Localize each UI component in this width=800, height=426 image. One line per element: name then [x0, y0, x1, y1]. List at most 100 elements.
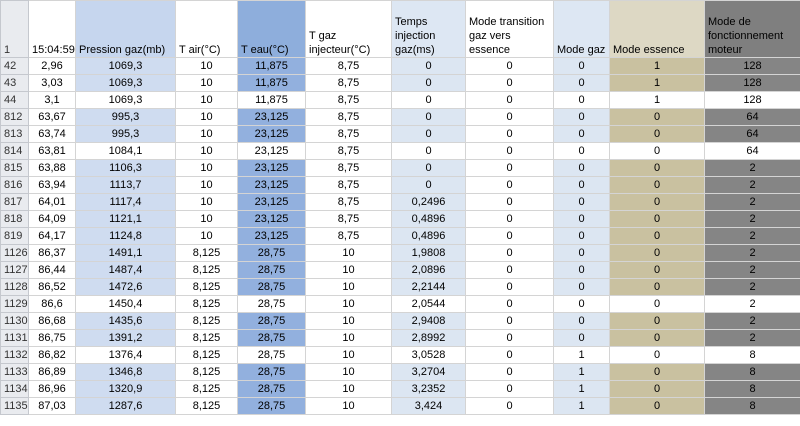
cell-modegaz[interactable]: 0 [553, 329, 610, 347]
cell-modeessence[interactable]: 0 [609, 380, 705, 398]
cell-modegaz[interactable]: 1 [553, 363, 610, 381]
cell-pression[interactable]: 1487,4 [75, 261, 176, 279]
cell-tgaz[interactable]: 8,75 [305, 57, 392, 75]
cell-tair[interactable]: 8,125 [175, 295, 238, 313]
cell-teau[interactable]: 11,875 [237, 74, 306, 92]
cell-transition[interactable]: 0 [465, 346, 554, 364]
column-header-modeessence[interactable]: Mode essence [609, 0, 705, 58]
row-header[interactable]: 43 [0, 74, 29, 92]
cell-temps[interactable]: 0,4896 [391, 227, 466, 245]
cell-modegaz[interactable]: 0 [553, 244, 610, 262]
cell-tgaz[interactable]: 10 [305, 312, 392, 330]
column-header-time[interactable]: 15:04:59 [28, 0, 76, 58]
cell-temps[interactable]: 0,2496 [391, 193, 466, 211]
cell-modeessence[interactable]: 1 [609, 57, 705, 75]
row-header[interactable]: 1135 [0, 397, 29, 415]
cell-time[interactable]: 86,68 [28, 312, 76, 330]
row-header[interactable]: 1130 [0, 312, 29, 330]
column-header-temps[interactable]: Temps injection gaz(ms) [391, 0, 466, 58]
row-header[interactable]: 44 [0, 91, 29, 109]
column-header-modegaz[interactable]: Mode gaz [553, 0, 610, 58]
row-header[interactable]: 817 [0, 193, 29, 211]
cell-transition[interactable]: 0 [465, 244, 554, 262]
row-header[interactable]: 1 [0, 0, 29, 58]
cell-fonctionnement[interactable]: 128 [704, 74, 800, 92]
cell-temps[interactable]: 0,4896 [391, 210, 466, 228]
cell-tgaz[interactable]: 8,75 [305, 108, 392, 126]
cell-fonctionnement[interactable]: 2 [704, 210, 800, 228]
cell-teau[interactable]: 23,125 [237, 210, 306, 228]
cell-modegaz[interactable]: 0 [553, 159, 610, 177]
row-header[interactable]: 818 [0, 210, 29, 228]
cell-fonctionnement[interactable]: 2 [704, 176, 800, 194]
cell-transition[interactable]: 0 [465, 210, 554, 228]
cell-tair[interactable]: 8,125 [175, 380, 238, 398]
cell-teau[interactable]: 28,75 [237, 329, 306, 347]
column-header-tair[interactable]: T air(°C) [175, 0, 238, 58]
cell-temps[interactable]: 0 [391, 91, 466, 109]
cell-fonctionnement[interactable]: 8 [704, 363, 800, 381]
cell-modegaz[interactable]: 0 [553, 312, 610, 330]
cell-fonctionnement[interactable]: 2 [704, 295, 800, 313]
cell-tair[interactable]: 8,125 [175, 244, 238, 262]
cell-pression[interactable]: 995,3 [75, 125, 176, 143]
cell-modeessence[interactable]: 0 [609, 193, 705, 211]
cell-tair[interactable]: 10 [175, 57, 238, 75]
cell-pression[interactable]: 1084,1 [75, 142, 176, 160]
cell-modegaz[interactable]: 0 [553, 176, 610, 194]
cell-time[interactable]: 86,82 [28, 346, 76, 364]
cell-tgaz[interactable]: 10 [305, 363, 392, 381]
cell-time[interactable]: 63,81 [28, 142, 76, 160]
row-header[interactable]: 1134 [0, 380, 29, 398]
cell-tgaz[interactable]: 10 [305, 380, 392, 398]
row-header[interactable]: 1128 [0, 278, 29, 296]
row-header[interactable]: 1132 [0, 346, 29, 364]
cell-tgaz[interactable]: 8,75 [305, 176, 392, 194]
cell-tgaz[interactable]: 8,75 [305, 159, 392, 177]
cell-transition[interactable]: 0 [465, 57, 554, 75]
row-header[interactable]: 1133 [0, 363, 29, 381]
cell-teau[interactable]: 23,125 [237, 176, 306, 194]
row-header[interactable]: 812 [0, 108, 29, 126]
cell-teau[interactable]: 23,125 [237, 227, 306, 245]
cell-fonctionnement[interactable]: 64 [704, 108, 800, 126]
cell-pression[interactable]: 1113,7 [75, 176, 176, 194]
cell-tgaz[interactable]: 10 [305, 295, 392, 313]
cell-pression[interactable]: 1376,4 [75, 346, 176, 364]
cell-temps[interactable]: 1,9808 [391, 244, 466, 262]
cell-transition[interactable]: 0 [465, 91, 554, 109]
row-header[interactable]: 815 [0, 159, 29, 177]
cell-temps[interactable]: 2,2144 [391, 278, 466, 296]
cell-transition[interactable]: 0 [465, 363, 554, 381]
cell-temps[interactable]: 3,2704 [391, 363, 466, 381]
cell-tair[interactable]: 10 [175, 176, 238, 194]
cell-temps[interactable]: 3,0528 [391, 346, 466, 364]
cell-modegaz[interactable]: 0 [553, 125, 610, 143]
cell-modegaz[interactable]: 1 [553, 397, 610, 415]
column-header-pression[interactable]: Pression gaz(mb) [75, 0, 176, 58]
cell-teau[interactable]: 28,75 [237, 380, 306, 398]
cell-temps[interactable]: 0 [391, 176, 466, 194]
cell-fonctionnement[interactable]: 128 [704, 57, 800, 75]
cell-teau[interactable]: 11,875 [237, 91, 306, 109]
cell-transition[interactable]: 0 [465, 108, 554, 126]
cell-fonctionnement[interactable]: 64 [704, 125, 800, 143]
cell-modeessence[interactable]: 1 [609, 91, 705, 109]
cell-modegaz[interactable]: 0 [553, 74, 610, 92]
cell-teau[interactable]: 23,125 [237, 142, 306, 160]
column-header-teau[interactable]: T eau(°C) [237, 0, 306, 58]
row-header[interactable]: 1126 [0, 244, 29, 262]
cell-tgaz[interactable]: 8,75 [305, 210, 392, 228]
cell-modegaz[interactable]: 0 [553, 278, 610, 296]
cell-time[interactable]: 86,52 [28, 278, 76, 296]
cell-time[interactable]: 63,88 [28, 159, 76, 177]
cell-teau[interactable]: 28,75 [237, 295, 306, 313]
cell-time[interactable]: 64,01 [28, 193, 76, 211]
cell-time[interactable]: 86,44 [28, 261, 76, 279]
row-header[interactable]: 1129 [0, 295, 29, 313]
cell-tair[interactable]: 8,125 [175, 363, 238, 381]
cell-time[interactable]: 64,17 [28, 227, 76, 245]
cell-transition[interactable]: 0 [465, 176, 554, 194]
cell-pression[interactable]: 995,3 [75, 108, 176, 126]
cell-temps[interactable]: 2,0896 [391, 261, 466, 279]
